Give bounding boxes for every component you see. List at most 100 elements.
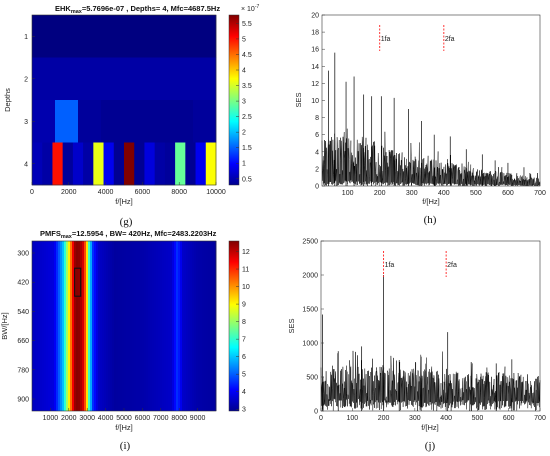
x-tick-label: 700 [534,190,546,197]
heatmap-column [90,241,93,411]
fault-frequency-label: 1fa [381,36,391,43]
panel-i-colorbar-ticks: 3 4 5 6 7 8 9 10 11 12 [236,249,250,414]
y-tick-label: 900 [17,397,29,404]
heatmap-cell [124,100,148,143]
heatmap-column [68,241,71,411]
x-tick-label: 5000 [116,415,132,422]
heatmap-column [158,241,161,411]
heatmap-column [36,241,39,411]
y-tick-label: 10 [311,98,319,105]
y-tick-label: 420 [17,280,29,287]
x-tick-label: 600 [503,415,515,422]
heatmap-column [120,241,123,411]
heatmap-column [136,241,139,411]
heatmap-column [196,241,199,411]
x-tick-label: 9000 [190,415,206,422]
heatmap-column [214,241,217,411]
x-tick-label: 600 [502,190,514,197]
panel-j-x-label: f/[Hz] [421,423,439,432]
colorbar-tick-label: 4 [242,389,246,396]
heatmap-column [52,241,55,411]
heatmap-column [38,241,41,411]
heatmap-column [42,241,45,411]
heatmap-cell [154,142,166,186]
panel-i-x-label: f/[Hz] [115,423,133,432]
heatmap-column [64,241,67,411]
heatmap-cell [134,142,145,186]
x-tick-label: 300 [409,415,421,422]
heatmap-column [44,241,47,411]
heatmap-column [100,241,103,411]
x-tick-label: 400 [440,415,452,422]
heatmap-column [48,241,51,411]
panel-j-annotations: 1fa 2fa [383,251,457,277]
panel-g-x-label: f/[Hz] [115,197,133,206]
y-tick-label: 6 [315,132,319,139]
colorbar-tick-label: 5.5 [242,21,252,28]
colorbar-tick-label: 8 [242,319,246,326]
x-tick-label: 0 [319,415,323,422]
heatmap-cell [124,57,171,101]
x-tick-label: 0 [30,189,34,196]
heatmap-column [170,241,173,411]
x-tick-label: 500 [472,415,484,422]
panel-i-x-ticks: 1000 2000 3000 4000 5000 6000 7000 8000 9000 [43,408,206,422]
colorbar-tick-label: 9 [242,302,246,309]
x-tick-label: 700 [534,415,546,422]
heatmap-cell [101,100,125,143]
heatmap-column [84,241,87,411]
heatmap-cell [32,57,79,101]
heatmap-column [94,241,97,411]
heatmap-cell [32,142,43,186]
colorbar-tick-label: 4.5 [242,52,252,59]
heatmap-column [208,241,211,411]
y-tick-label: 4 [315,149,319,156]
panel-h-annotations: 1fa 2fa [379,25,455,51]
colorbar-tick-label: 12 [242,249,250,256]
panel-h-x-ticks: 100 200 300 400 500 600 700 [342,183,546,197]
panel-g-colorbar-ticks: 0.5 1 1.5 2 2.5 3 3.5 4 4.5 5 5.5 [236,21,252,183]
heatmap-cell [83,142,94,186]
heatmap-cell [78,100,102,143]
heatmap-column [168,241,171,411]
panel-h-axes-frame [321,14,541,187]
colorbar-tick-label: 3 [242,407,246,414]
panel-i-y-ticks: 300 420 540 660 780 900 [17,251,35,404]
panel-h-y-label: SES [294,92,303,107]
heatmap-column [98,241,101,411]
panel-g-caption: (g) [120,216,133,228]
heatmap-cell [147,100,171,143]
heatmap-cell [175,142,186,186]
heatmap-column [72,241,75,411]
fault-frequency-label: 2fa [445,36,455,43]
heatmap-cell [185,142,196,186]
spectrum-trace [320,350,541,412]
heatmap-column [132,241,135,411]
heatmap-column [86,241,89,411]
panel-h-x-label: f/[Hz] [422,197,440,206]
heatmap-cell [103,142,115,186]
heatmap-column [180,241,183,411]
heatmap-column [212,241,215,411]
heatmap-column [62,241,65,411]
fault-frequency-label: 1fa [385,262,395,269]
heatmap-column [186,241,189,411]
heatmap-column [164,241,167,411]
heatmap-cell [93,142,104,186]
heatmap-column [80,241,83,411]
x-tick-label: 4000 [98,415,114,422]
panel-g: EHKmax=5.7696e-07 , Depths= 4, Mfc=4687.… [3,4,259,228]
heatmap-cell [62,142,74,186]
heatmap-column [160,241,163,411]
y-tick-label: 8 [315,115,319,122]
heatmap-cell [170,57,217,101]
y-tick-label: 1 [24,34,28,41]
heatmap-column [194,241,197,411]
heatmap-cell [144,142,155,186]
x-tick-label: 300 [406,190,418,197]
panel-j-y-label: SES [287,318,296,333]
colorbar-tick-label: 0.5 [242,176,252,183]
heatmap-column [188,241,191,411]
heatmap-column [82,241,85,411]
